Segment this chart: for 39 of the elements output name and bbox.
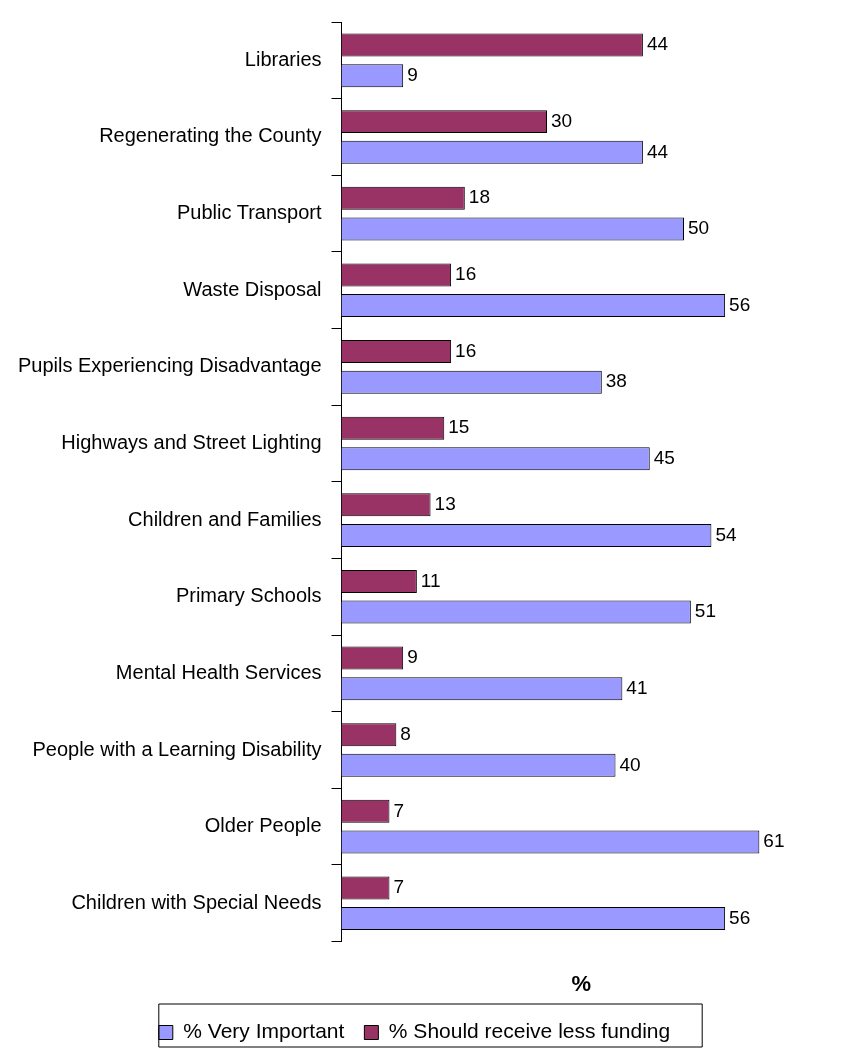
y-tick-label: People with a Learning Disability — [32, 737, 322, 760]
data-label: 18 — [468, 186, 490, 208]
data-label: 44 — [646, 140, 669, 162]
data-label: 61 — [763, 830, 785, 852]
data-label: 30 — [551, 109, 573, 131]
data-label: 38 — [605, 370, 627, 392]
data-label: 13 — [434, 493, 456, 515]
y-tick-label: Children and Families — [128, 507, 322, 530]
data-label: 51 — [694, 600, 716, 622]
y-tick-label: Children with Special Needs — [71, 890, 322, 913]
y-tick-label: Primary Schools — [175, 584, 322, 607]
data-label: 56 — [729, 293, 751, 315]
data-label: 41 — [626, 676, 648, 698]
y-tick-label: Mental Health Services — [115, 660, 322, 683]
data-label: 8 — [400, 722, 411, 744]
data-label: 15 — [448, 416, 470, 438]
data-label: 50 — [688, 217, 710, 239]
y-tick-label: Highways and Street Lighting — [61, 431, 322, 453]
data-label: 16 — [455, 339, 477, 361]
data-label: 11 — [420, 569, 441, 591]
data-label: 56 — [729, 906, 751, 928]
y-tick-label: Libraries — [244, 47, 322, 70]
y-tick-label: Regenerating the County — [99, 124, 322, 147]
y-tick-label: Older People — [204, 814, 322, 837]
legend-label: % Should receive less funding — [388, 1019, 671, 1043]
y-tick-label: Pupils Experiencing Disadvantage — [18, 354, 322, 377]
data-label: 9 — [407, 63, 418, 85]
data-label: 45 — [653, 447, 675, 469]
data-label: 7 — [393, 799, 405, 821]
legend-label: % Very Important — [183, 1019, 345, 1043]
data-label: 7 — [393, 876, 405, 898]
y-tick-label: Waste Disposal — [183, 277, 322, 300]
data-label: 40 — [619, 753, 641, 775]
data-label: 44 — [646, 33, 669, 55]
y-tick-label: Public Transport — [177, 201, 322, 224]
data-label: 16 — [455, 263, 477, 285]
data-label: 54 — [715, 523, 737, 545]
x-axis-title: % — [571, 970, 592, 996]
data-label: 9 — [407, 646, 418, 668]
